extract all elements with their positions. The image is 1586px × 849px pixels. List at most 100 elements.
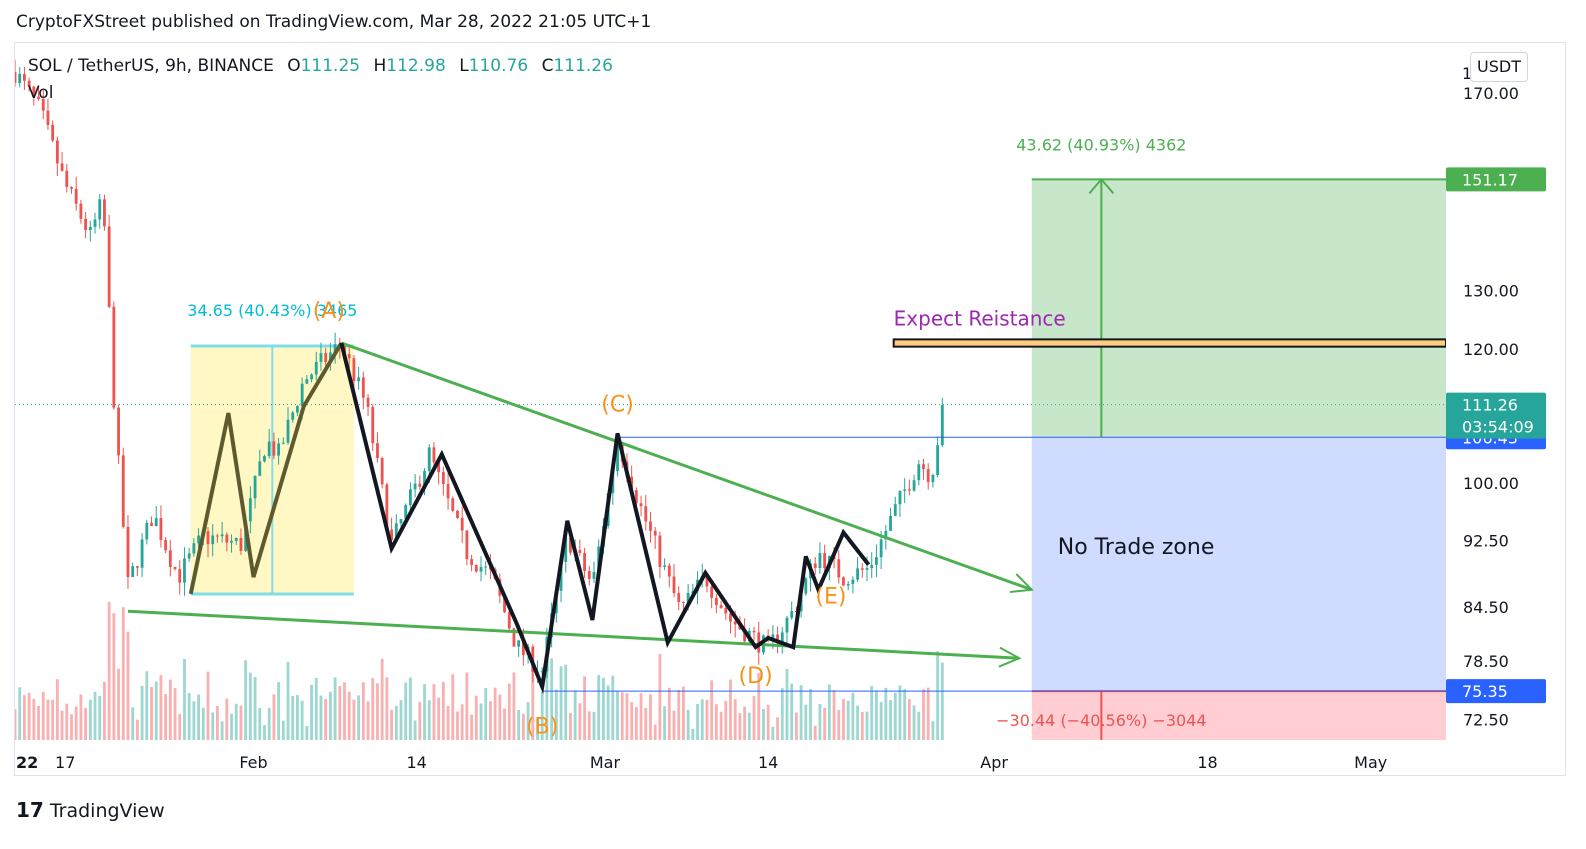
candle-body <box>903 489 907 491</box>
volume-bar <box>46 699 50 740</box>
volume-bar <box>65 703 69 740</box>
volume-bar <box>112 613 116 740</box>
stop-label: −30.44 (−40.56%) −3044 <box>996 711 1206 730</box>
volume-bar <box>300 700 304 740</box>
no-trade-zone[interactable] <box>1031 437 1446 692</box>
volume-bar <box>324 699 328 740</box>
volume-bar <box>385 677 389 740</box>
candle-body <box>479 566 483 572</box>
candle-body <box>427 447 431 472</box>
volume-bar <box>206 671 210 740</box>
candles <box>15 59 944 683</box>
volume-bar <box>390 709 393 740</box>
volume-bar <box>719 711 723 740</box>
volume-bar <box>649 694 652 740</box>
volume-bar <box>357 695 361 740</box>
candle-body <box>361 377 365 398</box>
publisher-line: CryptoFXStreet published on TradingView.… <box>16 12 652 32</box>
candle-body <box>357 377 361 382</box>
volume-bar <box>286 661 290 740</box>
drawing-shapes[interactable] <box>190 177 1446 740</box>
candle-body <box>239 537 243 551</box>
volume-bar <box>507 683 511 740</box>
low-key: L <box>459 56 469 76</box>
volume-bar <box>328 691 332 740</box>
volume-indicator-label[interactable]: Vol <box>28 83 54 103</box>
volume-bar <box>611 675 615 740</box>
volume-bar <box>479 703 483 740</box>
axes: 170.00 130.00 120.00 100.00 92.50 84.50 78.50 7… <box>16 84 1546 772</box>
x-tick-label: May <box>1354 753 1387 772</box>
candle-body <box>173 567 177 570</box>
volume-bar <box>333 677 337 740</box>
candle-body <box>432 447 436 463</box>
volume-bar <box>569 712 572 740</box>
candle-body <box>140 539 144 568</box>
volume-bar <box>277 682 281 740</box>
x-tick-label: 17 <box>55 753 75 772</box>
candle-body <box>211 535 215 545</box>
volume-bar <box>780 688 784 740</box>
volume-bar <box>427 700 431 740</box>
volume-bar <box>423 684 426 740</box>
volume-bar <box>140 685 144 740</box>
candle-body <box>37 96 40 99</box>
volume-bar <box>893 692 897 740</box>
volume-bar <box>314 677 318 740</box>
candle-body <box>117 407 120 456</box>
candle-body <box>583 552 586 572</box>
candle-body <box>865 568 869 570</box>
target-zone[interactable] <box>1031 179 1446 438</box>
volume-bar <box>168 679 172 740</box>
candle-body <box>88 226 92 231</box>
volume-bar <box>860 711 864 740</box>
volume-bar <box>663 706 667 740</box>
wave-c-label: (C) <box>601 392 634 417</box>
candle-body <box>390 529 393 541</box>
volume-bar <box>187 693 191 740</box>
triangle-lower-line[interactable] <box>127 609 1020 660</box>
candle-body <box>296 406 299 413</box>
resistance-band[interactable] <box>892 338 1446 348</box>
volume-bar <box>733 699 737 740</box>
resistance-label: Expect Reistance <box>894 306 1066 330</box>
volume-bar <box>540 691 544 740</box>
candle-body <box>616 442 619 472</box>
last-price-text: 111.26 <box>1462 396 1518 415</box>
volume-bar <box>394 705 398 740</box>
volume-bar <box>521 713 525 740</box>
triangle-upper-line[interactable] <box>340 341 1033 592</box>
volume-bar <box>192 701 196 740</box>
trend-lines[interactable] <box>15 341 1446 695</box>
volume-bar <box>183 658 186 740</box>
volume-bar <box>926 687 930 740</box>
candle-body <box>41 98 45 111</box>
candle-body <box>710 586 714 598</box>
volume-bar <box>587 711 591 740</box>
wave-path[interactable] <box>339 342 871 695</box>
impulse-path[interactable] <box>188 341 344 595</box>
volume-bar <box>159 674 163 740</box>
currency-button[interactable]: USDT <box>1470 52 1528 82</box>
stop-price-badge <box>1446 679 1546 704</box>
candle-body <box>714 597 718 606</box>
volume-bar <box>804 704 808 740</box>
volume-bar <box>691 728 695 740</box>
candle-body <box>851 579 855 584</box>
y-tick-label: 170.00 <box>1463 84 1519 103</box>
volume-bar <box>51 699 55 740</box>
tradingview-logo-icon: 17 <box>16 798 44 822</box>
chart-frame[interactable] <box>14 42 1566 776</box>
volume-bar <box>267 707 271 740</box>
volume-bar <box>714 704 718 740</box>
candle-body <box>517 640 521 647</box>
wave-e-label: (E) <box>815 585 846 610</box>
candle-body <box>286 419 290 443</box>
candle-body <box>277 443 281 456</box>
candle-body <box>15 71 17 83</box>
volume-bar <box>606 685 610 740</box>
tradingview-brand[interactable]: 17 TradingView <box>16 798 165 822</box>
volume-bar <box>263 725 266 740</box>
candle-body <box>578 550 582 553</box>
